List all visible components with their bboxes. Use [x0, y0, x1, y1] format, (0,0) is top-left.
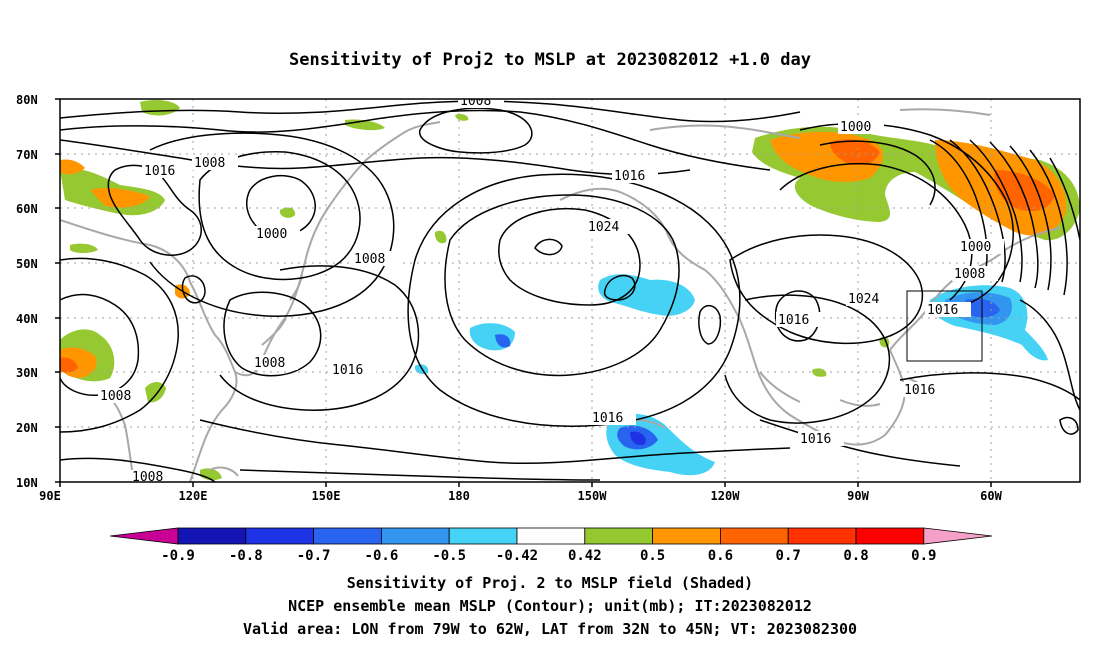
coastlines [60, 108, 1061, 482]
lon-label: 90E [39, 489, 61, 503]
caption-line-1: Sensitivity of Proj. 2 to MSLP field (Sh… [346, 574, 754, 592]
lon-label: 120W [711, 489, 741, 503]
caption-line-3: Valid area: LON from 79W to 62W, LAT fro… [242, 620, 858, 638]
colorbar-label: -0.8 [229, 548, 263, 564]
contour-label: 1008 [132, 470, 163, 485]
colorbar-cells [109, 527, 993, 545]
map-frame [59, 98, 1081, 483]
lon-label: 120E [179, 489, 208, 503]
sensitivity-map: 1008 1016 1008 1000 1008 1016 1024 1008 … [16, 93, 1081, 503]
colorbar-cell [584, 527, 653, 545]
colorbar-arrow-left [109, 527, 179, 545]
colorbar-cell [855, 527, 925, 545]
lat-label: 10N [16, 476, 38, 490]
contour-label: 1008 [460, 94, 491, 109]
colorbar-label: 0.6 [708, 548, 733, 564]
colorbar: -0.9 -0.8 -0.7 -0.6 -0.5 -0.42 0.42 0.5 … [109, 527, 993, 564]
colorbar-labels: -0.9 -0.8 -0.7 -0.6 -0.5 -0.42 0.42 0.5 … [161, 548, 936, 564]
colorbar-cell [245, 527, 315, 545]
longitude-labels: 90E 120E 150E 180 150W 120W 90W 60W [39, 489, 1002, 503]
contour-labels: 1008 1016 1008 1000 1008 1016 1024 1008 … [98, 94, 1004, 485]
mslp-contours [60, 100, 1080, 482]
lat-label: 60N [16, 202, 38, 216]
colorbar-arrow-right [923, 527, 993, 545]
colorbar-label: 0.8 [843, 548, 868, 564]
contour-label: 1016 [927, 303, 958, 318]
axis-ticks [55, 98, 992, 487]
colorbar-cell [313, 527, 382, 545]
colorbar-cell [516, 527, 586, 545]
contour-label: 1024 [848, 292, 879, 307]
colorbar-label: -0.42 [496, 548, 538, 564]
contour-label: 1000 [960, 240, 991, 255]
lat-label: 30N [16, 366, 38, 380]
contour-label: 1008 [194, 156, 225, 171]
contour-label: 1016 [614, 169, 645, 184]
contour-label: 1016 [778, 313, 809, 328]
latitude-labels: 80N 70N 60N 50N 40N 30N 20N 10N [16, 93, 38, 490]
contour-label: 1016 [800, 432, 831, 447]
shaded-positive-areas [60, 100, 1080, 481]
contour-label: 1008 [954, 267, 985, 282]
contour-label: 1000 [840, 120, 871, 135]
contour-label: 1016 [144, 164, 175, 179]
colorbar-cell [787, 527, 857, 545]
colorbar-cell [177, 527, 247, 545]
colorbar-label: 0.9 [911, 548, 936, 564]
colorbar-label: -0.9 [161, 548, 195, 564]
lon-label: 150W [578, 489, 608, 503]
colorbar-label: -0.6 [365, 548, 399, 564]
lat-label: 40N [16, 312, 38, 326]
lon-label: 60W [980, 489, 1002, 503]
caption-line-2: NCEP ensemble mean MSLP (Contour); unit(… [288, 597, 812, 615]
contour-label: 1024 [588, 220, 619, 235]
lat-label: 20N [16, 421, 38, 435]
contour-label: 1008 [254, 356, 285, 371]
colorbar-label: 0.7 [776, 548, 801, 564]
contour-label: 1016 [332, 363, 363, 378]
colorbar-label: 0.5 [640, 548, 665, 564]
valid-area-box [906, 290, 983, 362]
contour-label: 1000 [256, 227, 287, 242]
lon-label: 90W [847, 489, 869, 503]
lat-label: 50N [16, 257, 38, 271]
colorbar-cell [652, 527, 721, 545]
lat-label: 80N [16, 93, 38, 107]
colorbar-label: 0.42 [568, 548, 602, 564]
colorbar-cell [448, 527, 518, 545]
lon-label: 180 [448, 489, 470, 503]
contour-label: 1008 [100, 389, 131, 404]
lat-label: 70N [16, 148, 38, 162]
colorbar-label: -0.7 [297, 548, 331, 564]
colorbar-cell [720, 527, 789, 545]
contour-label: 1016 [904, 383, 935, 398]
contour-label: 1008 [354, 252, 385, 267]
colorbar-cell [380, 527, 450, 545]
map-title: Sensitivity of Proj2 to MSLP at 20230820… [289, 50, 811, 70]
colorbar-label: -0.5 [432, 548, 466, 564]
lon-label: 150E [312, 489, 341, 503]
contour-label: 1016 [592, 411, 623, 426]
